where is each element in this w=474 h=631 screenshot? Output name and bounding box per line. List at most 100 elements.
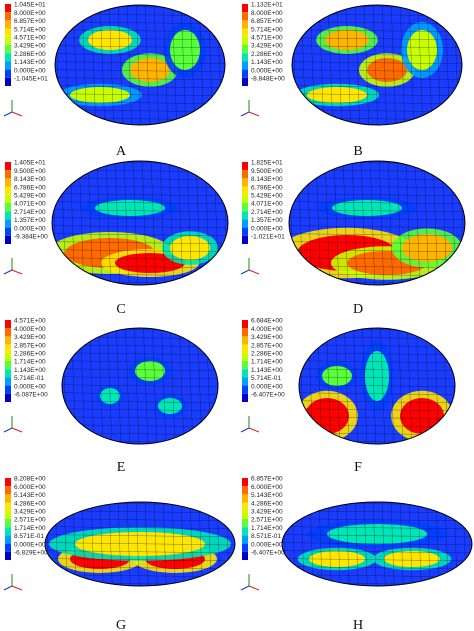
legend-label: 6.857E+00 [251,18,283,25]
legend-label: 1.132E+01 [251,2,283,9]
mesh-line [325,328,333,444]
contour-patch [407,30,437,70]
legend-swatch [242,502,248,511]
panel: 1.825E+019.500E+008.143E+006.786E+00 5.42… [240,160,466,317]
axis-triad [11,269,23,275]
model-outline [298,327,456,445]
mesh-line [282,573,472,578]
mesh-line [206,502,214,586]
mesh-line [62,367,218,372]
legend-swatch [242,328,248,337]
mesh-line [289,224,465,229]
contour-patch [367,58,407,82]
mesh-line [405,161,413,285]
legend-swatch [242,12,248,21]
contour-patch [327,524,427,544]
mesh-line [45,549,235,554]
legend-label: -6.829E+00 [14,550,48,557]
mesh-line [55,92,225,97]
legend-swatch [242,227,248,236]
mesh-line [88,328,96,444]
legend-label: -6.087E+00 [14,392,48,399]
mesh-line [292,52,462,57]
legend-label: 5.143E+00 [251,492,283,499]
legend-label: -8.848E+00 [251,76,285,83]
mesh-line [282,517,472,522]
mesh-line [299,359,455,364]
legend-label: 6.857E+00 [251,476,283,483]
legend-label: 5.143E+00 [14,492,46,499]
mesh-line [97,328,105,444]
legend-label: 3.429E+00 [251,43,283,50]
mesh-line [52,256,228,261]
panel-label: G [116,618,126,631]
legend-swatch [242,494,248,503]
legend-swatch [5,344,11,353]
fe-model [52,161,228,285]
legend-swatch [5,53,11,62]
legend-swatch [5,61,11,70]
mesh-line [52,264,228,269]
legend-label: 1.143E+00 [14,59,46,66]
legend-swatch [242,478,248,487]
mesh-line [62,407,218,412]
mesh-line [327,5,335,125]
mesh-line [125,502,133,586]
mesh-line [62,415,218,420]
legend-label: 0.000E+00 [14,541,46,548]
fe-model [45,502,235,586]
mesh-line [55,36,225,41]
contour-patch [135,361,165,381]
mesh-line [326,502,334,586]
legend-label: 1.825E+01 [251,160,283,167]
legend-swatch [5,361,11,370]
legend-label: 3.429E+00 [14,43,46,50]
mesh-line [315,161,323,285]
legend-swatch [242,162,248,171]
mesh-line [299,399,455,404]
legend-label: 1.143E+00 [14,367,46,374]
mesh-line [299,367,455,372]
mesh-line [416,502,424,586]
mesh-line [292,92,462,97]
mesh-line [360,161,368,285]
panel-label: C [116,302,125,317]
legend-swatch [5,543,11,552]
mesh-line [371,502,379,586]
mesh-line [52,224,228,229]
mesh-line [62,375,218,380]
legend-swatch [242,486,248,495]
legend-swatch [5,77,11,86]
fe-model [282,502,472,586]
legend-label: 0.000E+00 [251,541,283,548]
legend-swatch [242,194,248,203]
mesh-line [434,502,442,586]
panel: 4.571E+004.000E+003.429E+002.857E+00 2.28… [3,318,219,475]
mesh-line [134,502,142,586]
legend-swatch [242,186,248,195]
mesh-line [292,76,462,81]
legend-swatch [242,69,248,78]
mesh-line [45,541,235,546]
mesh-line [115,328,123,444]
legend-swatch [242,203,248,212]
mesh-line [204,161,212,285]
legend-swatch [5,336,11,345]
mesh-line [415,328,423,444]
model-outline [291,4,463,126]
legend-label: 0.000E+00 [14,67,46,74]
legend-swatch [242,36,248,45]
mesh-line [124,328,132,444]
legend-swatch [5,170,11,179]
legend-label: 6.000E+00 [251,484,283,491]
legend-swatch [242,385,248,394]
mesh-line [53,502,61,586]
model-outline [44,501,236,587]
legend-label: -1.045E+01 [14,76,48,83]
axis-triad [240,585,250,591]
mesh-line [198,5,206,125]
mesh-line [441,161,449,285]
legend-label: 6.000E+00 [14,484,46,491]
legend-label: 8.000E+00 [251,10,283,17]
